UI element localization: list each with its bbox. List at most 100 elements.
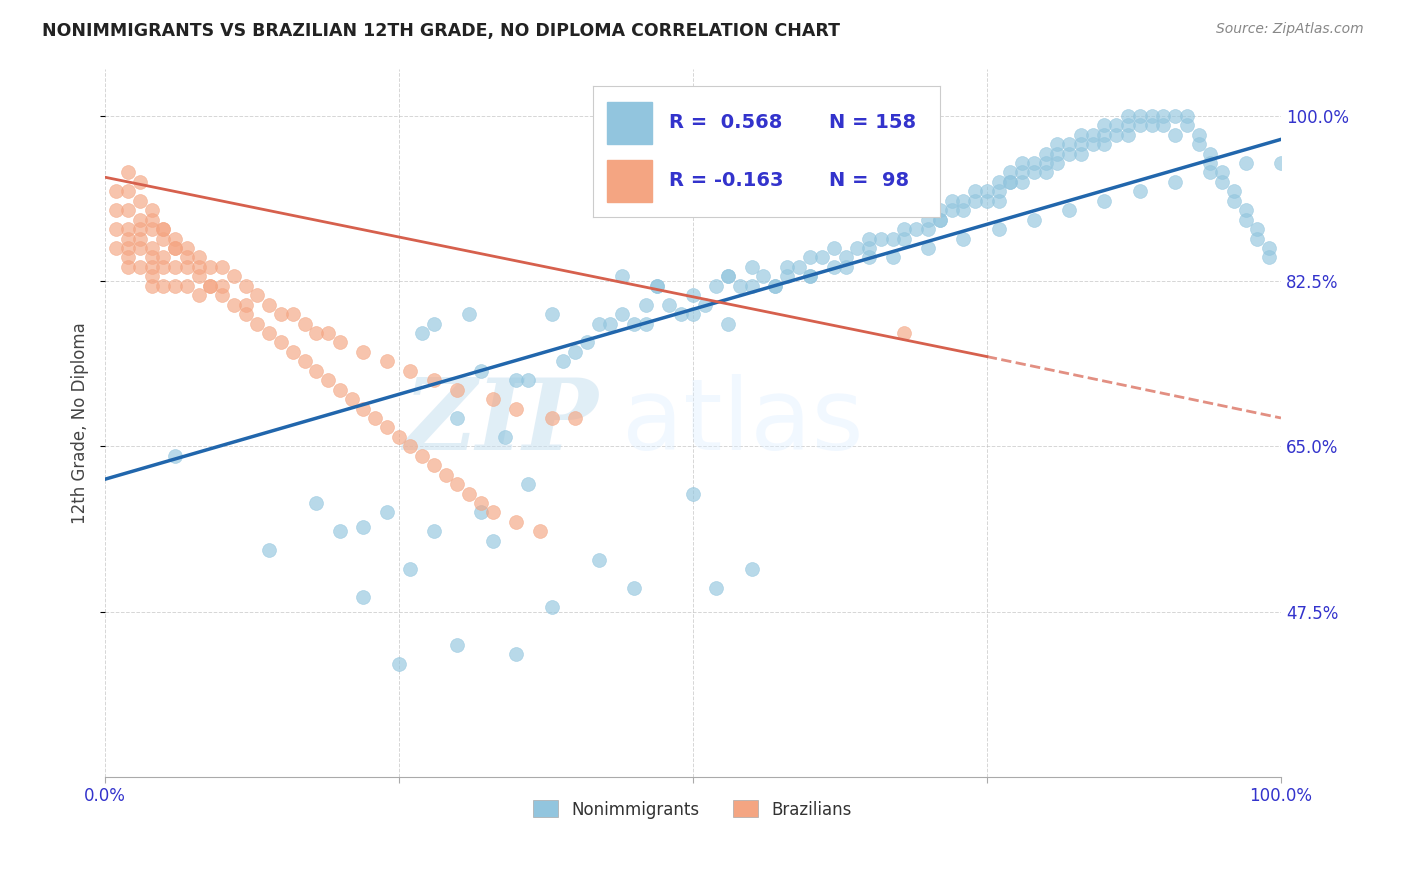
- Point: [987, 194, 1010, 208]
- Point: [470, 364, 492, 378]
- Point: [1175, 109, 1198, 123]
- Point: [187, 269, 209, 284]
- Point: [152, 251, 174, 265]
- Point: [1116, 118, 1139, 132]
- Point: [952, 194, 974, 208]
- Point: [446, 383, 468, 397]
- Point: [117, 251, 139, 265]
- Point: [446, 477, 468, 491]
- Point: [858, 251, 880, 265]
- Point: [222, 298, 245, 312]
- Point: [776, 269, 799, 284]
- Point: [235, 278, 257, 293]
- Point: [858, 241, 880, 255]
- Point: [1116, 128, 1139, 142]
- Point: [270, 335, 292, 350]
- Point: [411, 449, 433, 463]
- Point: [1140, 109, 1163, 123]
- Point: [1246, 222, 1268, 236]
- Point: [187, 288, 209, 302]
- Point: [152, 231, 174, 245]
- Point: [1234, 203, 1257, 218]
- Point: [741, 562, 763, 576]
- Point: [505, 401, 527, 416]
- Point: [375, 354, 398, 368]
- Point: [517, 373, 540, 387]
- Point: [610, 307, 633, 321]
- Point: [1081, 137, 1104, 152]
- Point: [141, 212, 163, 227]
- Point: [717, 269, 740, 284]
- Point: [882, 231, 904, 245]
- Point: [1140, 118, 1163, 132]
- Point: [1011, 175, 1033, 189]
- Point: [470, 505, 492, 519]
- Point: [165, 278, 187, 293]
- Point: [1094, 118, 1116, 132]
- Point: [200, 260, 222, 274]
- Point: [1164, 109, 1187, 123]
- Point: [1046, 146, 1069, 161]
- Point: [905, 222, 928, 236]
- Point: [540, 307, 562, 321]
- Point: [893, 326, 915, 340]
- Point: [470, 496, 492, 510]
- Point: [141, 260, 163, 274]
- Point: [893, 231, 915, 245]
- Point: [423, 373, 446, 387]
- Point: [787, 260, 810, 274]
- Point: [423, 458, 446, 473]
- Point: [987, 184, 1010, 198]
- Point: [1105, 118, 1128, 132]
- Point: [1270, 156, 1292, 170]
- Point: [669, 307, 692, 321]
- Point: [222, 269, 245, 284]
- Point: [128, 212, 150, 227]
- Point: [987, 175, 1010, 189]
- Point: [1199, 156, 1222, 170]
- Point: [481, 505, 503, 519]
- Point: [682, 486, 704, 500]
- Point: [152, 222, 174, 236]
- Point: [588, 552, 610, 566]
- Point: [176, 260, 198, 274]
- Point: [200, 278, 222, 293]
- Point: [1152, 118, 1174, 132]
- Point: [917, 241, 939, 255]
- Point: [388, 430, 411, 444]
- Point: [987, 222, 1010, 236]
- Point: [117, 222, 139, 236]
- Point: [965, 184, 987, 198]
- Point: [316, 326, 339, 340]
- Point: [1000, 175, 1022, 189]
- Point: [529, 524, 551, 539]
- Point: [1116, 109, 1139, 123]
- Point: [446, 638, 468, 652]
- Point: [1070, 128, 1092, 142]
- Point: [928, 203, 950, 218]
- Point: [152, 222, 174, 236]
- Point: [763, 278, 786, 293]
- Point: [1057, 146, 1080, 161]
- Point: [423, 524, 446, 539]
- Point: [1129, 118, 1152, 132]
- Point: [952, 231, 974, 245]
- Point: [1070, 137, 1092, 152]
- Point: [564, 344, 586, 359]
- Point: [1022, 156, 1045, 170]
- Point: [1000, 165, 1022, 179]
- Point: [141, 251, 163, 265]
- Point: [246, 288, 269, 302]
- Point: [305, 326, 328, 340]
- Point: [235, 307, 257, 321]
- Point: [682, 288, 704, 302]
- Point: [117, 203, 139, 218]
- Point: [1129, 184, 1152, 198]
- Point: [846, 241, 869, 255]
- Point: [1011, 165, 1033, 179]
- Point: [257, 298, 280, 312]
- Point: [141, 241, 163, 255]
- Text: atlas: atlas: [621, 374, 863, 471]
- Point: [505, 373, 527, 387]
- Point: [870, 231, 893, 245]
